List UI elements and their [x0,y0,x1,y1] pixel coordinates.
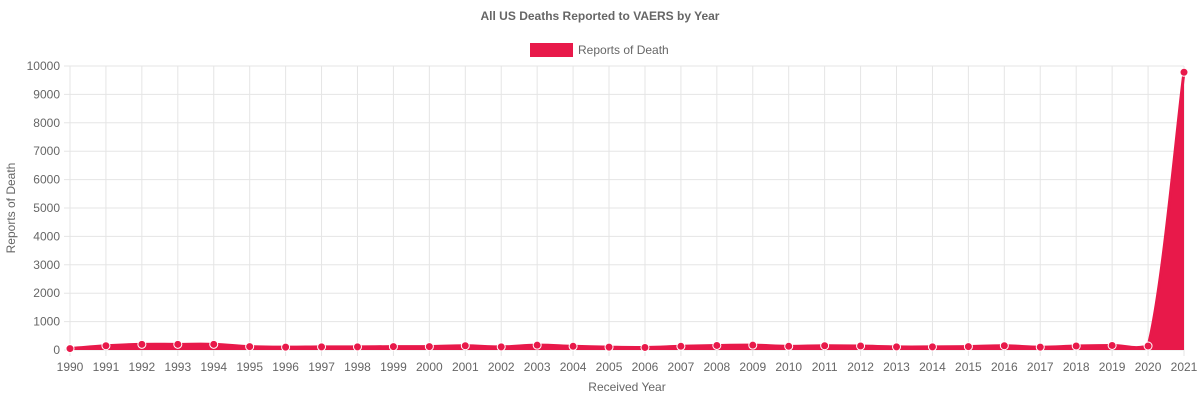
data-point[interactable] [496,342,506,352]
data-point[interactable] [424,342,434,352]
x-tick-label: 1998 [344,360,371,374]
y-tick-label: 7000 [33,144,60,158]
y-axis-title: Reports of Death [4,163,18,254]
data-point[interactable] [999,341,1009,351]
legend[interactable]: Reports of Death [530,43,669,57]
data-point[interactable] [892,342,902,352]
x-tick-label: 2016 [991,360,1018,374]
x-tick-label: 1992 [129,360,156,374]
data-point[interactable] [101,341,111,351]
data-point[interactable] [460,341,470,351]
data-point[interactable] [927,342,937,352]
data-point[interactable] [1143,341,1153,351]
x-tick-label: 1999 [380,360,407,374]
data-point[interactable] [317,342,327,352]
x-tick-label: 1997 [308,360,335,374]
data-point[interactable] [963,342,973,352]
points-layer [65,67,1189,354]
y-tick-label: 1000 [33,315,60,329]
y-tick-label: 9000 [33,87,60,101]
data-point[interactable] [676,341,686,351]
x-tick-label: 1995 [236,360,263,374]
x-tick-label: 1996 [272,360,299,374]
area-layer [69,72,1186,351]
data-point[interactable] [748,340,758,350]
y-tick-label: 10000 [27,59,61,73]
data-point[interactable] [1035,342,1045,352]
series-line [69,72,1186,351]
y-axis: 0 1000 2000 3000 4000 5000 6000 7000 8000 9000 100… [27,59,61,357]
data-point[interactable] [1107,340,1117,350]
x-tick-label: 2012 [847,360,874,374]
data-point[interactable] [568,341,578,351]
x-tick-label: 2011 [812,360,838,374]
data-point[interactable] [245,342,255,352]
data-point[interactable] [281,342,291,352]
x-tick-label: 2020 [1135,360,1162,374]
data-point[interactable] [1071,341,1081,351]
data-point[interactable] [137,339,147,349]
data-point[interactable] [532,340,542,350]
data-point[interactable] [65,344,75,354]
x-tick-label: 2013 [883,360,910,374]
data-point[interactable] [640,342,650,352]
x-tick-label: 2014 [919,360,946,374]
y-tick-label: 0 [53,343,60,357]
x-axis: 1990 1991 1992 1993 1994 1995 1996 1997 1998 1999… [57,360,1198,374]
x-tick-label: 2007 [668,360,695,374]
x-tick-label: 2003 [524,360,551,374]
data-point[interactable] [173,339,183,349]
x-tick-label: 2000 [416,360,443,374]
grid [64,65,1185,356]
x-tick-label: 2009 [739,360,766,374]
y-tick-label: 5000 [33,201,60,215]
x-tick-label: 2004 [560,360,587,374]
data-point[interactable] [856,341,866,351]
y-tick-label: 4000 [33,229,60,243]
data-point[interactable] [820,341,830,351]
x-tick-label: 2017 [1027,360,1054,374]
y-tick-label: 3000 [33,258,60,272]
x-tick-label: 1994 [200,360,227,374]
x-tick-label: 2015 [955,360,982,374]
y-tick-label: 6000 [33,173,60,187]
x-tick-label: 2019 [1099,360,1126,374]
chart-title: All US Deaths Reported to VAERS by Year [481,9,720,23]
data-point[interactable] [352,342,362,352]
x-tick-label: 1990 [57,360,84,374]
data-point[interactable] [604,342,614,352]
y-tick-label: 2000 [33,286,60,300]
data-point[interactable] [1179,67,1189,77]
x-tick-label: 1991 [93,360,120,374]
x-tick-label: 2006 [632,360,659,374]
x-tick-label: 2001 [452,360,479,374]
data-point[interactable] [209,339,219,349]
series-area [70,72,1184,351]
data-point[interactable] [712,340,722,350]
x-tick-label: 2010 [775,360,802,374]
x-tick-label: 2018 [1063,360,1090,374]
x-tick-label: 2008 [703,360,730,374]
x-tick-label: 1993 [164,360,191,374]
y-tick-label: 8000 [33,116,60,130]
x-tick-label: 2021 [1171,360,1198,374]
data-point[interactable] [784,341,794,351]
x-tick-label: 2002 [488,360,515,374]
x-axis-title: Received Year [588,380,665,394]
legend-label[interactable]: Reports of Death [578,43,669,57]
legend-swatch[interactable] [530,43,573,57]
x-tick-label: 2005 [596,360,623,374]
data-point[interactable] [388,342,398,352]
